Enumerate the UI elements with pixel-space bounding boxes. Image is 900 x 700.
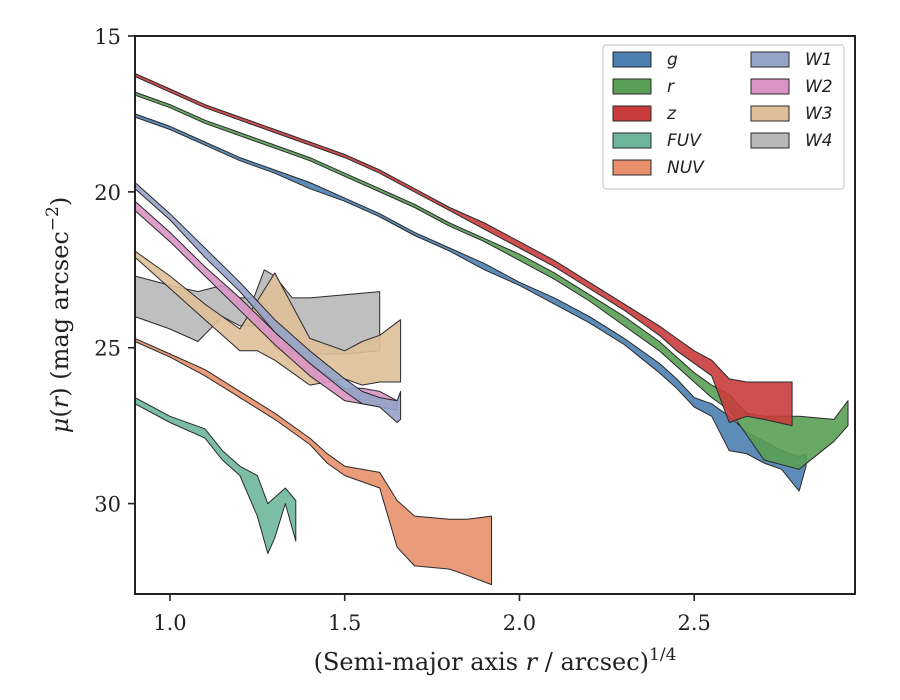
legend-label-g: g [667,50,678,70]
band-nuv [134,337,492,586]
band-fuv [134,397,297,554]
y-tick-label: 30 [94,493,121,517]
legend-swatch-w2 [750,78,790,95]
legend-swatch-w4 [750,132,790,149]
y-axis-ticks: 15 20 25 30 [94,25,135,517]
legend-label-fuv: FUV [667,131,702,151]
legend-swatch-fuv [612,132,652,149]
legend-label-w4: W4 [805,131,833,151]
y-tick-label: 15 [94,25,121,49]
legend-label-z: z [666,104,677,124]
legend-swatch-w3 [750,105,790,122]
x-tick-label: 2.5 [678,611,711,635]
plot-frame [134,35,856,595]
legend-swatch-nuv [612,159,652,176]
legend-swatch-g [612,51,652,68]
legend-label-nuv: NUV [667,158,705,178]
y-axis-label: μ(r) (mag arcsec−2) [43,197,74,434]
legend-label-r: r [667,77,675,97]
legend-items: grz FUV NUV W1 W2 W3 W4 [612,50,833,178]
band-g [134,113,807,492]
legend-label-w1: W1 [805,50,833,70]
x-tick-label: 1.0 [153,611,186,635]
x-tick-label: 1.5 [328,611,361,635]
x-tick-label: 2.0 [503,611,536,635]
band-w1 [134,182,402,423]
legend-swatch-w1 [750,51,790,68]
x-axis-label: (Semi-major axis r / arcsec)1/4 [314,645,677,676]
band-r [134,91,849,470]
band-z [134,72,793,427]
x-axis-ticks: 1.0 1.5 2.0 2.5 [153,594,711,635]
legend-swatch-r [612,78,652,95]
legend-label-w2: W2 [805,77,833,97]
y-tick-label: 25 [94,337,121,361]
y-tick-label: 20 [94,181,121,205]
legend-label-w3: W3 [805,104,833,124]
series-bands [134,72,849,586]
legend: grz FUV NUV W1 W2 W3 W4 [602,44,845,190]
legend-swatch-z [612,105,652,122]
